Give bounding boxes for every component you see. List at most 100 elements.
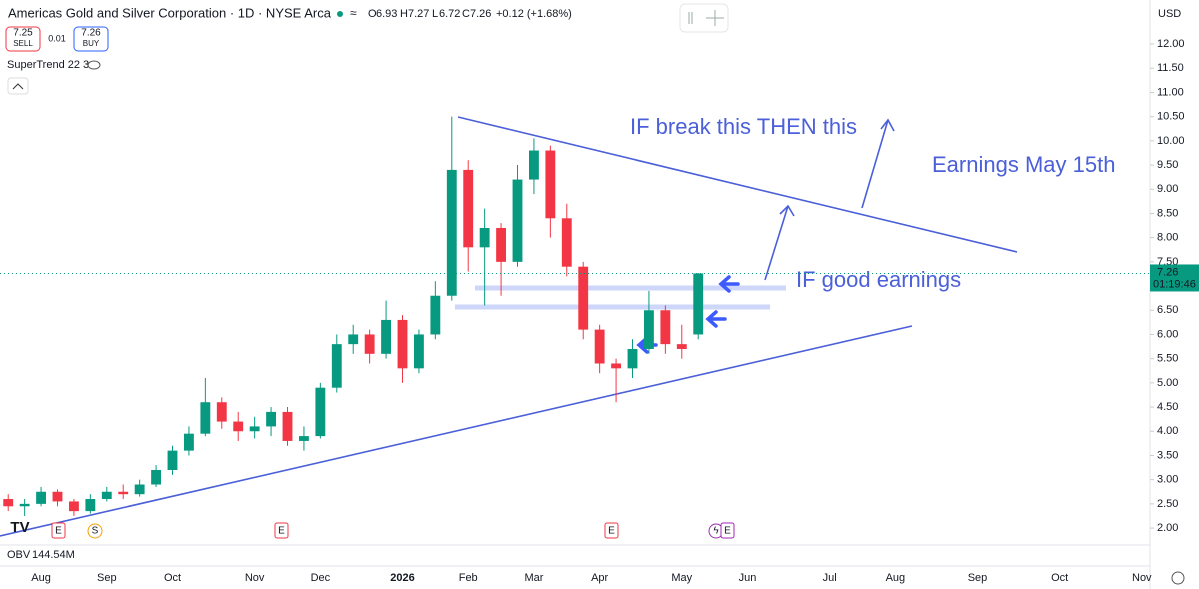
buy-price: 7.26 <box>81 28 101 39</box>
candle-body <box>348 334 359 345</box>
event-badge[interactable] <box>51 522 66 539</box>
icon: ≈ <box>350 6 357 20</box>
candle-body <box>364 334 375 354</box>
countdown: 01:19:46 <box>1153 278 1196 290</box>
x-tick-label: Sep <box>97 572 117 584</box>
candle-body <box>479 227 490 248</box>
arrow-head <box>880 118 895 132</box>
x-tick-label: Feb <box>459 572 478 584</box>
annotation: Earnings May 15th <box>932 152 1115 177</box>
logo: TV <box>10 519 29 536</box>
y-tick-label: 10.50 <box>1157 111 1185 123</box>
y-tick-label: 5.00 <box>1157 377 1178 389</box>
x-tick-label: Mar <box>524 572 543 584</box>
resistance-trendline <box>457 116 1018 253</box>
x-tick-label: May <box>671 572 692 584</box>
candle-body <box>266 411 276 427</box>
event-label: E <box>278 526 285 537</box>
candle-body <box>627 348 638 369</box>
toolbar[interactable] <box>679 3 729 33</box>
last-price-tag <box>1150 264 1199 292</box>
candle-body <box>594 329 605 364</box>
candle-body <box>397 319 408 369</box>
event-badge[interactable] <box>274 522 289 539</box>
settings-icon[interactable] <box>1171 571 1185 585</box>
sell-price: 7.25 <box>13 28 33 39</box>
candle-body <box>644 310 654 349</box>
y-tick-label: 3.50 <box>1157 449 1178 461</box>
event-icon: ϟ <box>713 526 719 537</box>
y-tick-label: 8.50 <box>1157 207 1178 219</box>
status-dot <box>337 11 343 17</box>
x-tick-label: Jun <box>739 572 757 584</box>
pointer-arrow <box>718 275 731 293</box>
event-badge[interactable] <box>604 522 619 539</box>
y-tick-label: 4.50 <box>1157 401 1178 413</box>
y-tick-label: 3.00 <box>1157 474 1178 486</box>
event-markers: E S E E ϟ E <box>51 522 735 539</box>
candle-body <box>545 150 556 219</box>
candle-body <box>101 491 112 500</box>
x-tick-label: Apr <box>591 572 608 584</box>
y-tick-label: 10.00 <box>1157 135 1185 147</box>
y-tick-label: 4.00 <box>1157 425 1178 437</box>
y-tick-label: 8.00 <box>1157 232 1178 244</box>
y-tick-label: 11.00 <box>1157 86 1184 98</box>
visibility-icon[interactable] <box>87 60 101 70</box>
candle-body <box>3 499 14 507</box>
sell-label: SELL <box>13 39 33 48</box>
drawings <box>0 116 1018 537</box>
y-tick-label: 12.00 <box>1157 38 1185 50</box>
candle-body <box>36 491 46 504</box>
candle-body <box>315 387 326 437</box>
x-tick-label: Aug <box>31 572 51 584</box>
collapse-button[interactable] <box>7 77 29 95</box>
candle-body <box>660 310 671 345</box>
candle-body <box>512 179 523 262</box>
x-tick-label: Aug <box>886 572 906 584</box>
x-tick-label: Jul <box>823 572 837 584</box>
candle-body <box>151 469 161 485</box>
candle-body <box>381 319 391 354</box>
candle-body <box>578 266 589 330</box>
y-tick-label: 9.00 <box>1157 183 1178 195</box>
support-trendline <box>0 325 913 537</box>
last-price-label: 7.26 <box>1157 266 1178 278</box>
ohlc-label: O <box>368 8 377 20</box>
ohlc-value: 6.72 <box>439 8 460 20</box>
candle-body <box>611 363 621 369</box>
spread: 0.01 <box>48 33 66 43</box>
currency: USD <box>1158 8 1181 20</box>
candle-body <box>216 402 227 422</box>
candle-body <box>69 501 79 512</box>
sell-button[interactable] <box>5 26 41 52</box>
symbol-title: Americas Gold and Silver Corporation · 1… <box>8 5 332 20</box>
x-tick-label: 2026 <box>390 572 414 584</box>
event-label: E <box>724 526 731 537</box>
arrow-head <box>779 204 795 217</box>
candle-body <box>561 218 572 267</box>
arrow <box>764 205 789 281</box>
candle-body <box>676 344 687 349</box>
annotation: IF good earnings <box>796 267 961 292</box>
candle-body <box>134 484 145 495</box>
y-tick-label: 11.50 <box>1157 62 1184 74</box>
x-tick-label: Nov <box>1132 572 1152 584</box>
event-label: E <box>55 526 62 537</box>
annotation: IF break this THEN this <box>630 114 857 139</box>
candle-body <box>118 491 129 495</box>
candle-body <box>233 421 244 432</box>
x-tick-label: Nov <box>245 572 265 584</box>
event-badge[interactable] <box>87 523 103 539</box>
ohlc-value: 7.27 <box>408 8 429 20</box>
candle-body <box>299 436 309 441</box>
candle-body <box>19 503 30 507</box>
buy-button[interactable] <box>73 26 109 52</box>
toolbar-icons <box>688 10 724 26</box>
ohlc-label: C <box>462 8 470 20</box>
candle-body <box>282 411 293 441</box>
obv-label: OBV <box>7 549 31 561</box>
event-badge[interactable] <box>720 522 735 539</box>
candle-body <box>331 344 342 388</box>
